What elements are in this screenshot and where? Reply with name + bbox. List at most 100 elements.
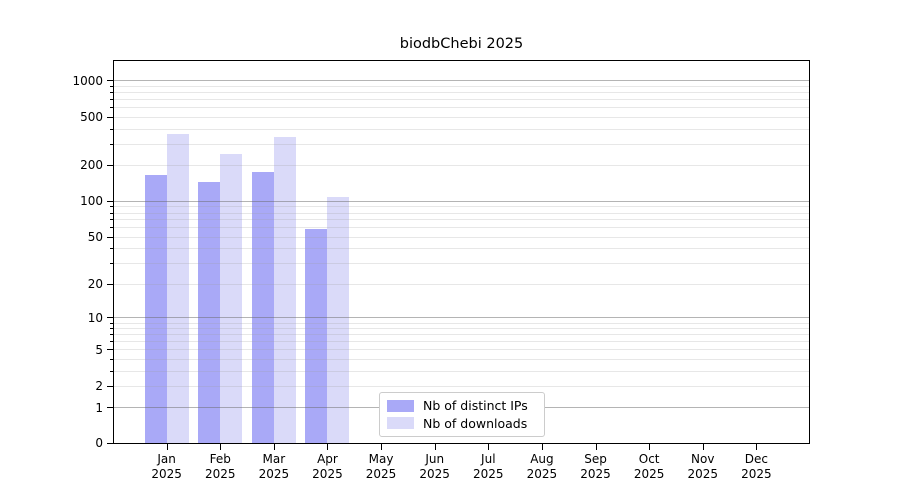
y-minor-tick-4 <box>110 358 113 360</box>
x-tick-label-aug-2025: Aug 2025 <box>526 452 558 481</box>
x-tick-apr-2025 <box>327 444 329 450</box>
gridline-y-7 <box>114 334 809 336</box>
y-tick-1000 <box>107 80 113 82</box>
gridline-y-40 <box>114 248 809 250</box>
x-tick-sep-2025 <box>595 444 597 450</box>
y-minor-tick-30 <box>110 263 113 265</box>
gridline-y-6 <box>114 341 809 343</box>
gridline-y-400 <box>114 128 809 130</box>
gridline-y-4 <box>114 358 809 360</box>
x-tick-label-dec-2025: Dec 2025 <box>741 452 772 481</box>
x-tick-jan-2025 <box>166 444 168 450</box>
bar-nb-of-downloads-mar-2025 <box>273 137 296 443</box>
gridline-y-1000 <box>114 80 809 82</box>
legend-swatch-icon <box>387 399 414 412</box>
gridline-y-200 <box>114 164 809 166</box>
x-tick-label-jan-2025: Jan 2025 <box>151 452 182 481</box>
y-tick-0 <box>107 442 113 444</box>
y-tick-label-0: 0 <box>95 436 103 450</box>
x-tick-feb-2025 <box>220 444 222 450</box>
y-tick-5 <box>107 349 113 351</box>
y-tick-500 <box>107 116 113 118</box>
y-tick-2 <box>107 385 113 387</box>
x-tick-label-feb-2025: Feb 2025 <box>204 452 236 481</box>
x-tick-aug-2025 <box>541 444 543 450</box>
x-tick-label-may-2025: May 2025 <box>365 452 397 481</box>
y-minor-tick-40 <box>110 248 113 250</box>
x-tick-label-sep-2025: Sep 2025 <box>580 452 611 481</box>
gridline-y-500 <box>114 116 809 118</box>
gridline-y-2 <box>114 385 809 387</box>
x-tick-label-jun-2025: Jun 2025 <box>419 452 450 481</box>
y-tick-1 <box>107 407 113 409</box>
y-minor-tick-400 <box>110 128 113 130</box>
gridline-y-9 <box>114 322 809 324</box>
y-minor-tick-900 <box>110 85 113 87</box>
legend-label: Nb of downloads <box>423 415 528 431</box>
y-minor-tick-7 <box>110 334 113 336</box>
y-tick-label-1000: 1000 <box>72 73 103 88</box>
x-tick-nov-2025 <box>702 444 704 450</box>
y-tick-label-2: 2 <box>95 379 103 394</box>
x-tick-label-nov-2025: Nov 2025 <box>687 452 719 481</box>
gridline-y-5 <box>114 349 809 351</box>
bar-nb-of-downloads-feb-2025 <box>220 154 243 443</box>
y-minor-tick-90 <box>110 206 113 208</box>
x-tick-label-oct-2025: Oct 2025 <box>633 452 665 481</box>
x-tick-jul-2025 <box>488 444 490 450</box>
gridline-y-50 <box>114 236 809 238</box>
y-tick-label-10: 10 <box>87 310 103 325</box>
legend-swatch-icon <box>387 417 414 430</box>
bar-nb-of-distinct-ips-jan-2025 <box>144 174 167 443</box>
gridline-y-8 <box>114 328 809 330</box>
y-tick-label-200: 200 <box>80 158 103 173</box>
gridline-y-70 <box>114 219 809 221</box>
gridline-y-90 <box>114 206 809 208</box>
x-tick-may-2025 <box>381 444 383 450</box>
gridline-y-900 <box>114 85 809 87</box>
y-tick-label-1: 1 <box>95 400 103 415</box>
x-tick-label-jul-2025: Jul 2025 <box>473 452 504 481</box>
gridline-y-60 <box>114 227 809 229</box>
legend: Nb of distinct IPs Nb of downloads <box>379 392 545 437</box>
bar-nb-of-downloads-jan-2025 <box>166 134 189 443</box>
y-tick-20 <box>107 283 113 285</box>
gridline-y-3 <box>114 370 809 372</box>
y-minor-tick-800 <box>110 92 113 94</box>
x-tick-dec-2025 <box>756 444 758 450</box>
x-tick-mar-2025 <box>273 444 275 450</box>
y-minor-tick-600 <box>110 107 113 109</box>
gridline-y-80 <box>114 212 809 214</box>
bar-nb-of-distinct-ips-apr-2025 <box>305 229 328 443</box>
x-tick-jun-2025 <box>434 444 436 450</box>
gridline-y-800 <box>114 92 809 94</box>
y-tick-10 <box>107 317 113 319</box>
y-tick-100 <box>107 200 113 202</box>
bar-nb-of-distinct-ips-feb-2025 <box>198 181 221 443</box>
y-minor-tick-80 <box>110 212 113 214</box>
y-tick-label-5: 5 <box>95 342 103 357</box>
y-tick-label-20: 20 <box>87 277 103 291</box>
bar-nb-of-distinct-ips-mar-2025 <box>251 172 274 443</box>
chart-title: biodbChebi 2025 <box>399 36 524 52</box>
gridline-y-600 <box>114 107 809 109</box>
gridline-y-100 <box>114 200 809 202</box>
y-tick-200 <box>107 164 113 166</box>
x-tick-label-apr-2025: Apr 2025 <box>312 452 343 481</box>
y-minor-tick-3 <box>110 370 113 372</box>
legend-label: Nb of distinct IPs <box>423 398 528 414</box>
gridline-y-300 <box>114 143 809 145</box>
y-tick-label-500: 500 <box>80 110 103 125</box>
y-tick-label-50: 50 <box>87 230 103 245</box>
y-minor-tick-300 <box>110 143 113 145</box>
bar-nb-of-downloads-apr-2025 <box>327 196 350 443</box>
gridline-y-10 <box>114 317 809 319</box>
y-tick-label-100: 100 <box>80 194 103 209</box>
y-minor-tick-70 <box>110 219 113 221</box>
x-tick-label-mar-2025: Mar 2025 <box>258 452 290 481</box>
y-minor-tick-700 <box>110 99 113 101</box>
gridline-y-30 <box>114 263 809 265</box>
y-minor-tick-9 <box>110 322 113 324</box>
y-minor-tick-60 <box>110 227 113 229</box>
